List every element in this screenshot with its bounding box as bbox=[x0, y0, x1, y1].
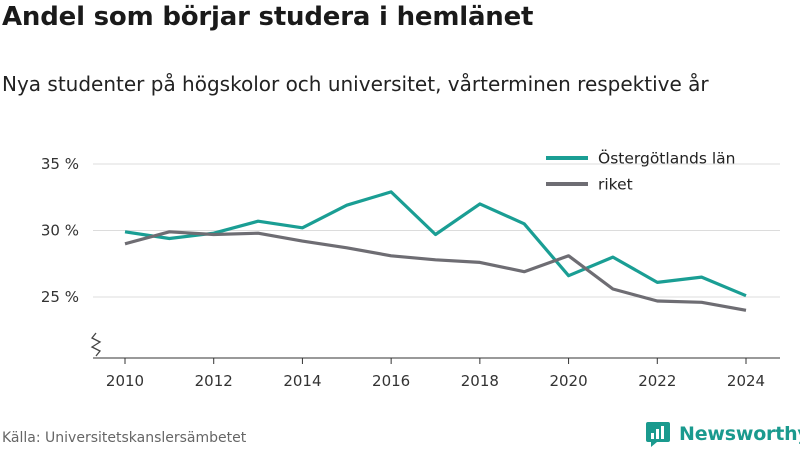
x-tick-label: 2020 bbox=[549, 372, 587, 390]
x-tick-label: 2014 bbox=[283, 372, 321, 390]
chart-title: Andel som börjar studera i hemlänet bbox=[2, 2, 534, 32]
x-tick-label: 2016 bbox=[372, 372, 410, 390]
y-tick-label: 35 % bbox=[41, 155, 79, 173]
x-tick-label: 2022 bbox=[638, 372, 676, 390]
axis-break-icon bbox=[90, 332, 102, 357]
x-tick-label: 2012 bbox=[195, 372, 233, 390]
x-tick-label: 2024 bbox=[727, 372, 765, 390]
y-axis: 25 % 30 % 35 % bbox=[41, 155, 102, 357]
x-tick-label: 2010 bbox=[106, 372, 144, 390]
series-line-0 bbox=[124, 190, 747, 298]
gridlines bbox=[93, 163, 780, 298]
series-line-1 bbox=[124, 230, 747, 312]
brand-logo: Newsworthy bbox=[645, 420, 800, 448]
chart-subtitle: Nya studenter på högskolor och universit… bbox=[2, 72, 709, 96]
brand-name: Newsworthy bbox=[679, 423, 800, 445]
legend: Östergötlands län riket bbox=[546, 149, 736, 194]
legend-label-0: Östergötlands län bbox=[598, 149, 736, 168]
y-tick-label: 30 % bbox=[41, 222, 79, 240]
line-chart: 2010 2012 2014 2016 2018 2020 2022 2024 25 % 30 … bbox=[41, 149, 780, 390]
newsworthy-logo-icon bbox=[646, 422, 670, 447]
series-group bbox=[124, 190, 747, 312]
y-tick-label: 25 % bbox=[41, 288, 79, 306]
x-axis: 2010 2012 2014 2016 2018 2020 2022 2024 bbox=[93, 357, 780, 390]
legend-label-1: riket bbox=[598, 176, 633, 194]
source-note: Källa: Universitetskanslersämbetet bbox=[2, 430, 247, 446]
x-tick-label: 2018 bbox=[461, 372, 499, 390]
